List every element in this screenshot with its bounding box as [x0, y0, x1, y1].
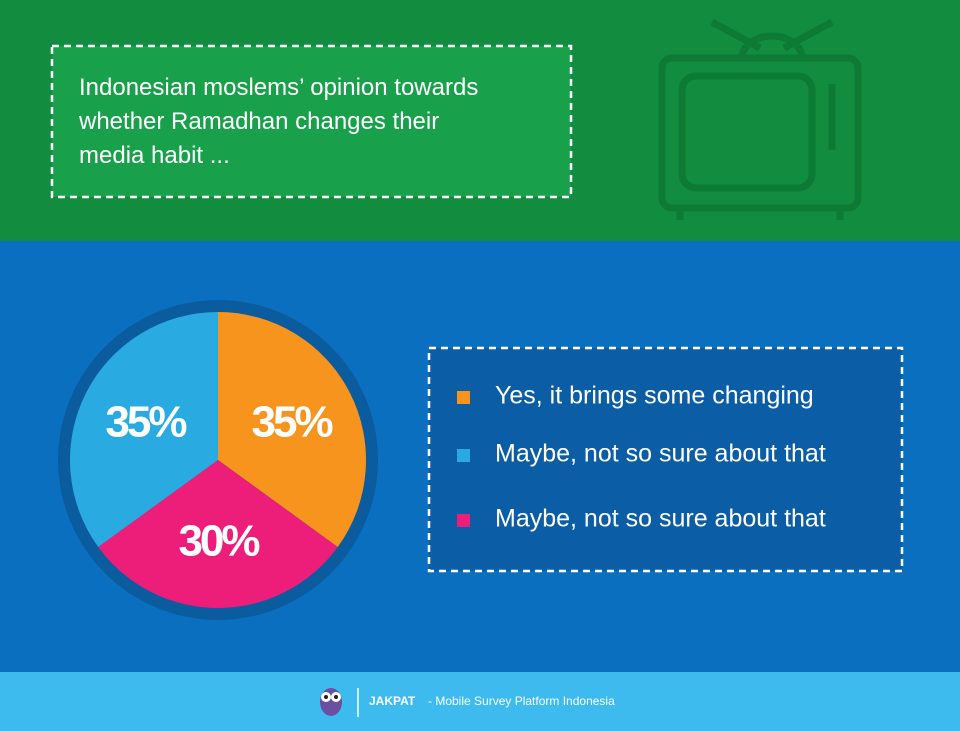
slice-label: 30%: [178, 517, 259, 566]
legend-label: Yes, it brings some changing: [495, 382, 814, 410]
legend-swatch: [457, 391, 470, 404]
footer-band: [0, 672, 960, 731]
footer-tagline: - Mobile Survey Platform Indonesia: [428, 694, 615, 708]
pie-slice: [218, 312, 366, 547]
slice-label: 35%: [105, 397, 186, 446]
legend-swatch: [457, 449, 470, 462]
legend-label: Maybe, not so sure about that: [495, 505, 826, 533]
legend-box: [427, 346, 904, 573]
legend: Yes, it brings some changing Maybe, not s…: [457, 382, 826, 533]
legend-label: Maybe, not so sure about that: [495, 440, 826, 468]
pie-slice: [70, 312, 218, 547]
pie: 35% 35% 30%: [70, 312, 366, 608]
chart-title: Indonesian moslems’ opinion towards whet…: [78, 74, 485, 169]
tv-icon: [658, 18, 862, 220]
title-box: [50, 44, 573, 199]
legend-swatch: [457, 514, 470, 527]
slice-label: 35%: [252, 397, 333, 446]
footer-brand: JAKPAT: [369, 694, 416, 708]
logo: [320, 688, 359, 717]
pie-slice: [98, 460, 338, 608]
